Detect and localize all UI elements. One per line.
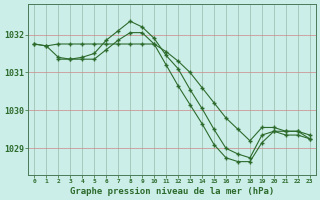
X-axis label: Graphe pression niveau de la mer (hPa): Graphe pression niveau de la mer (hPa): [70, 187, 274, 196]
